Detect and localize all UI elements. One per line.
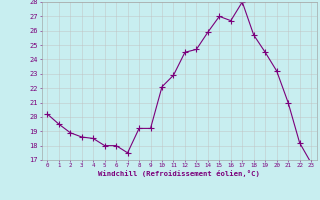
X-axis label: Windchill (Refroidissement éolien,°C): Windchill (Refroidissement éolien,°C): [98, 170, 260, 177]
